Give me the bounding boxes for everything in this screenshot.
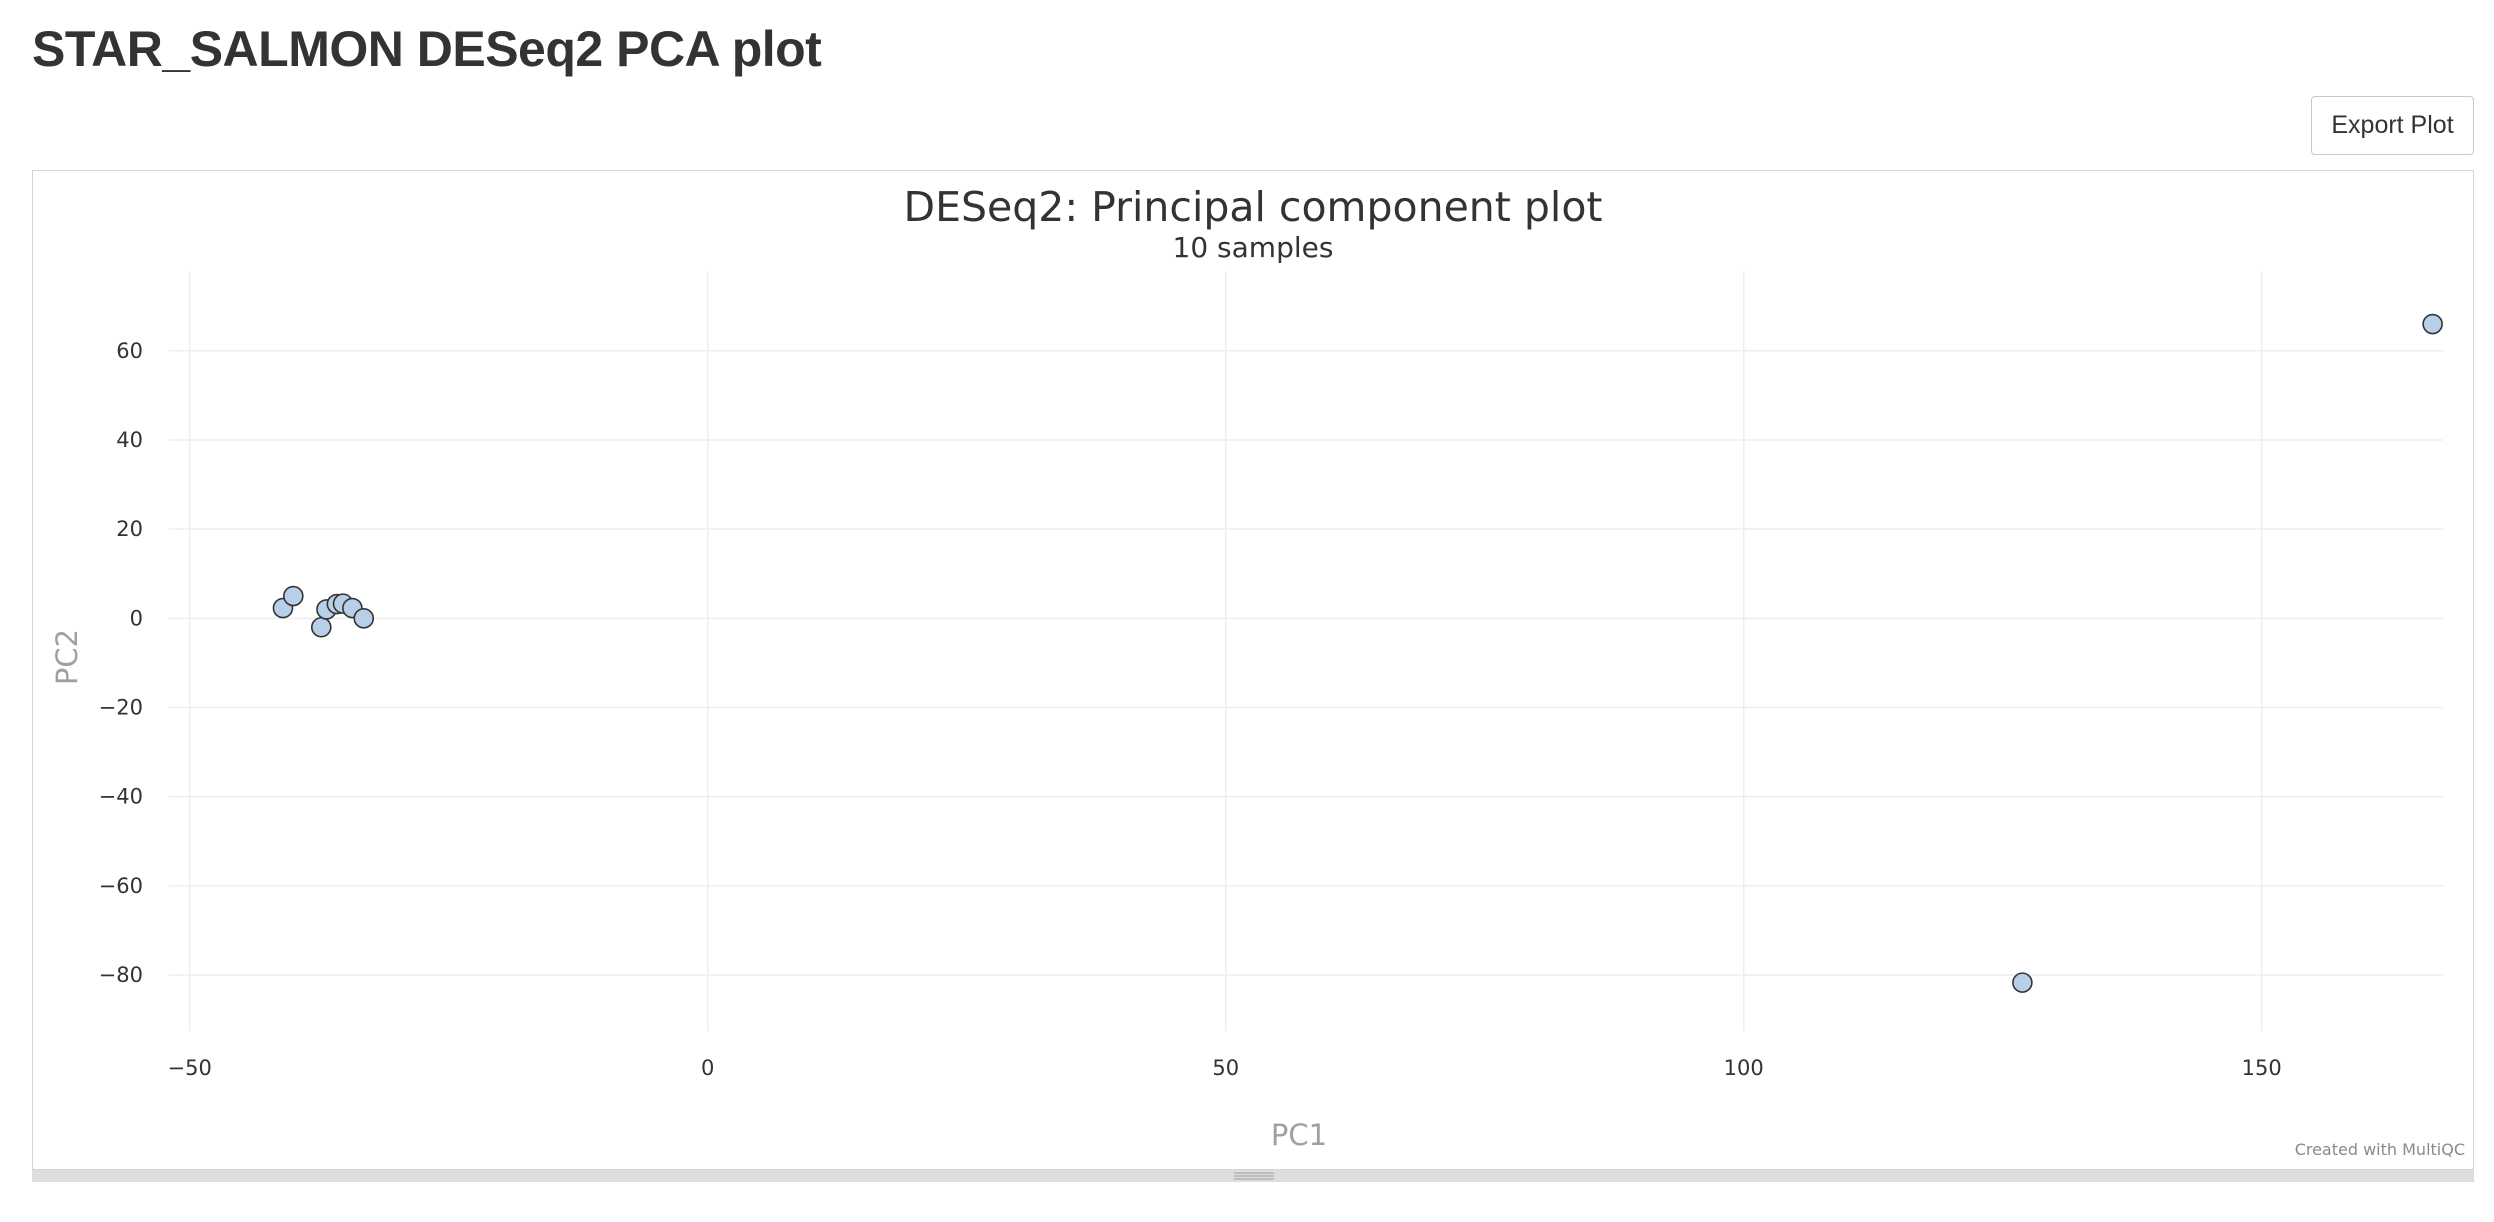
plot-resize-handle[interactable] bbox=[32, 1170, 2474, 1182]
x-tick-label: 0 bbox=[701, 1056, 714, 1080]
tick-layer: −50 0 50 100 150 60 40 20 0 −20 −40 −60 −80 bbox=[99, 339, 2282, 1080]
multiqc-credit: Created with MultiQC bbox=[2294, 1140, 2465, 1159]
export-plot-button[interactable]: Export Plot bbox=[2311, 96, 2474, 155]
y-tick-label: 60 bbox=[116, 339, 143, 363]
scatter-point[interactable] bbox=[310, 616, 332, 638]
scatter-point[interactable] bbox=[353, 608, 375, 629]
grid-layer bbox=[169, 271, 2443, 1031]
pca-scatter-chart: −50 0 50 100 150 60 40 20 0 −20 −40 −60 −80 DESeq2: … bbox=[50, 183, 2443, 1152]
scatter-point[interactable] bbox=[283, 585, 304, 607]
y-tick-label: −80 bbox=[99, 963, 143, 987]
y-tick-label: −60 bbox=[99, 874, 143, 898]
x-tick-label: 150 bbox=[2242, 1056, 2282, 1080]
y-tick-label: 20 bbox=[116, 517, 143, 541]
point-layer bbox=[272, 313, 2443, 993]
y-tick-label: −40 bbox=[99, 785, 143, 809]
y-tick-label: −20 bbox=[99, 696, 143, 720]
y-axis-title: PC2 bbox=[50, 629, 84, 685]
chart-subtitle: 10 samples bbox=[1173, 231, 1334, 264]
x-tick-label: −50 bbox=[168, 1056, 212, 1080]
grip-lines-icon bbox=[1234, 1172, 1274, 1180]
x-tick-label: 100 bbox=[1724, 1056, 1764, 1080]
y-tick-label: 0 bbox=[130, 606, 143, 630]
x-axis-title: PC1 bbox=[1271, 1118, 1327, 1152]
y-tick-label: 40 bbox=[116, 428, 143, 452]
chart-title: DESeq2: Principal component plot bbox=[904, 183, 1603, 231]
plot-panel: −50 0 50 100 150 60 40 20 0 −20 −40 −60 −80 DESeq2: … bbox=[32, 170, 2474, 1170]
scatter-point[interactable] bbox=[2422, 313, 2443, 335]
page-title: STAR_SALMON DESeq2 PCA plot bbox=[32, 21, 822, 77]
x-tick-label: 50 bbox=[1212, 1056, 1239, 1080]
scatter-point[interactable] bbox=[2012, 972, 2033, 993]
